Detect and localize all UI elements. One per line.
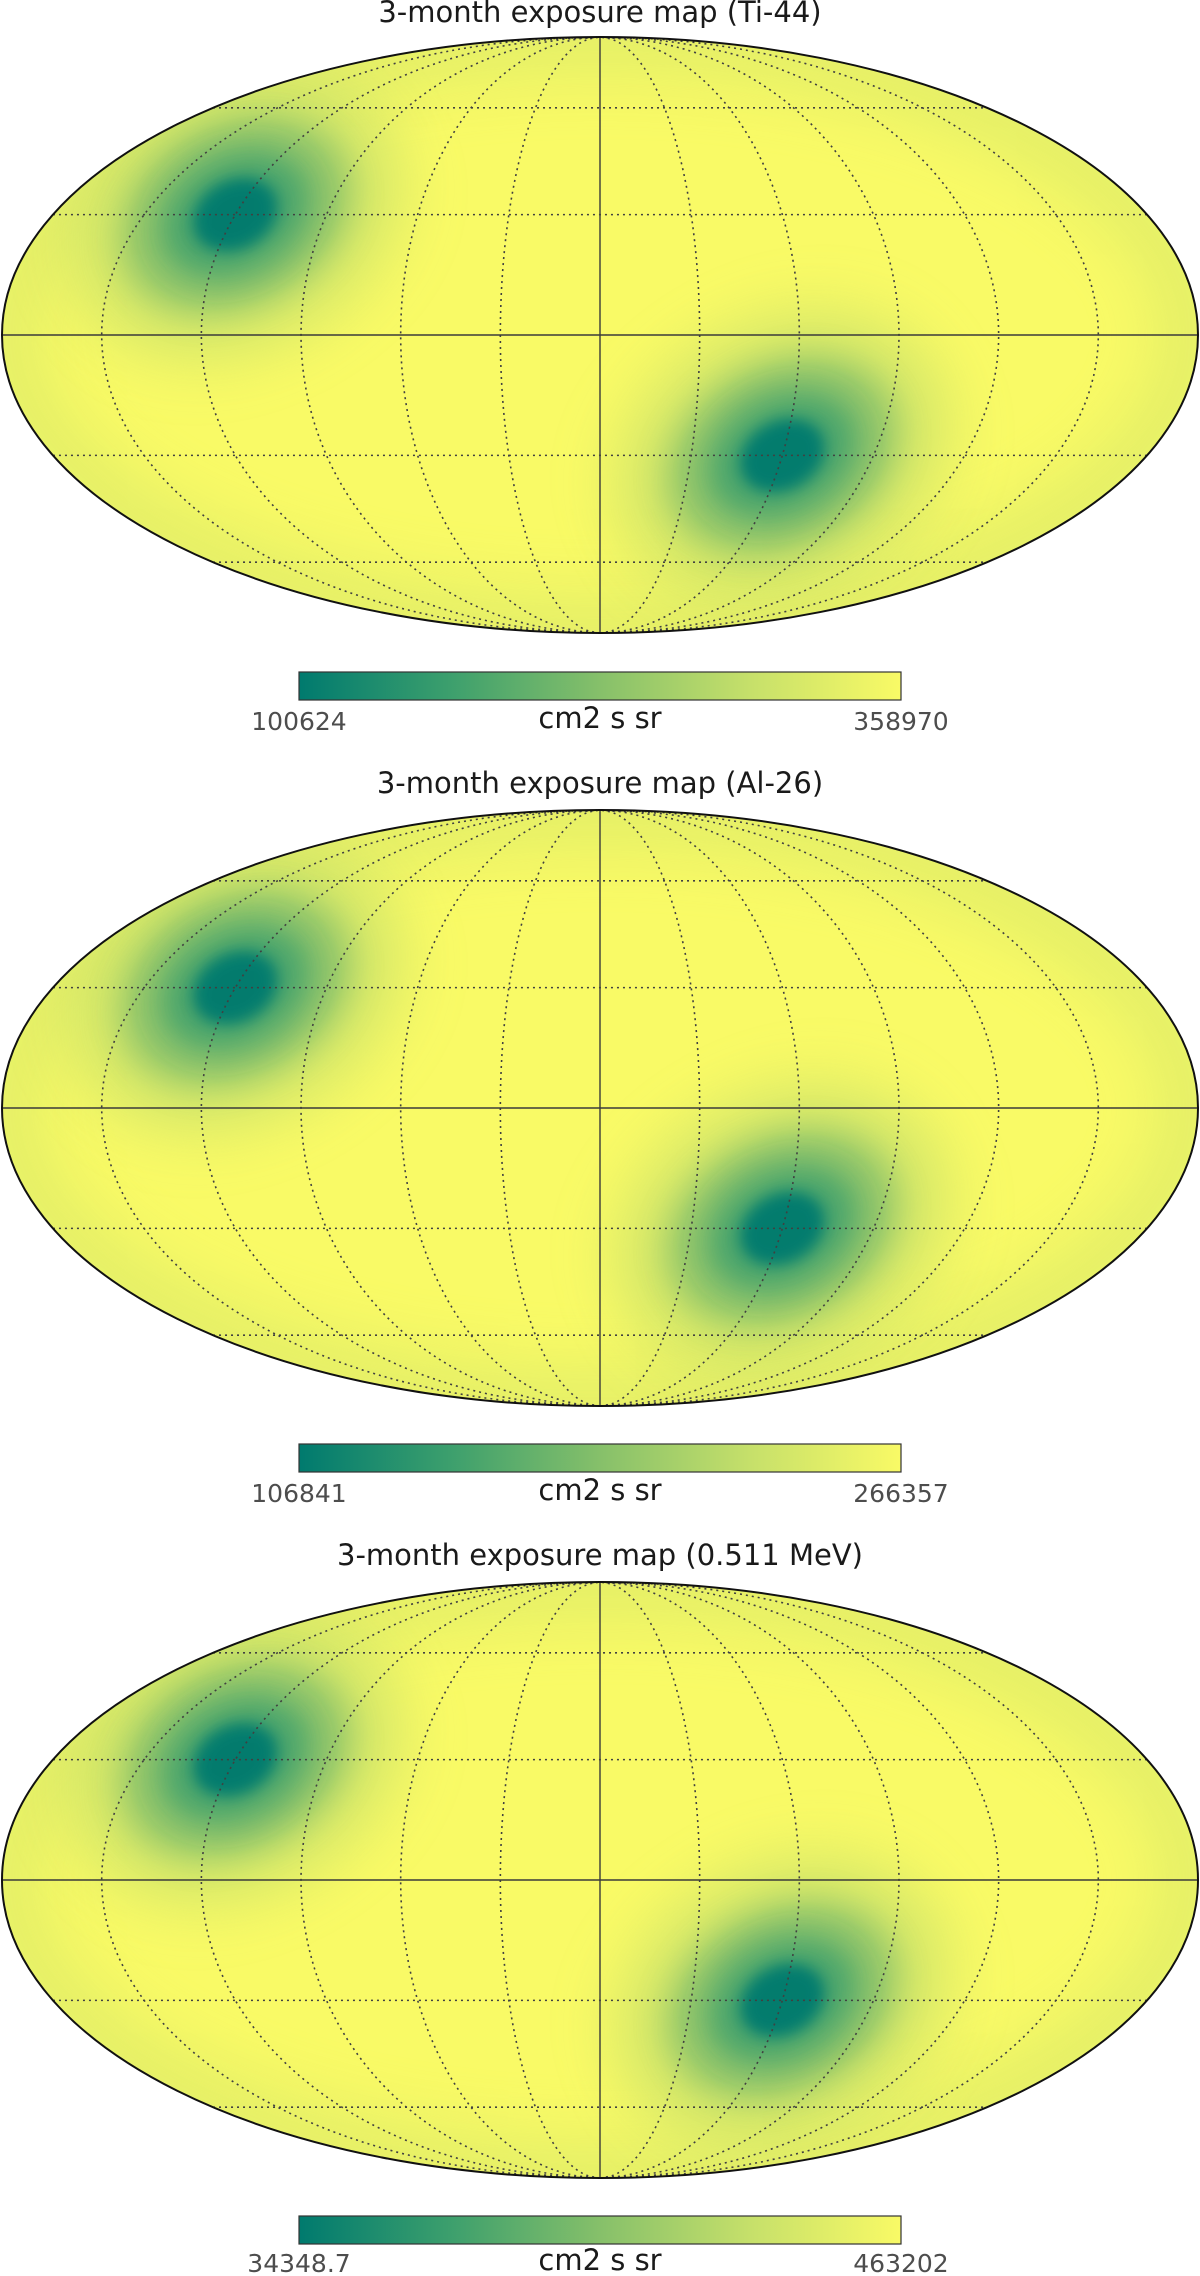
colorbar: 106841 cm2 s sr 266357 — [251, 1443, 949, 1508]
meridian-line — [599, 36, 801, 634]
panel-title: 3-month exposure map (Ti-44) — [378, 0, 821, 29]
colorbar-unit-label: cm2 s sr — [538, 701, 661, 735]
graticule — [2, 1581, 1198, 2179]
panel-0511mev: 3-month exposure map (0.511 MeV) 34348.7… — [1, 1538, 1199, 2276]
map-outline — [1, 36, 1199, 634]
map-group — [1, 36, 1199, 634]
meridian-line — [599, 1581, 1000, 2179]
low-exposure-region — [73, 1619, 398, 1900]
map-outline — [1, 809, 1199, 1407]
panel-title: 3-month exposure map (0.511 MeV) — [337, 1538, 863, 1572]
meridian-line — [200, 809, 601, 1407]
low-exposure-region — [620, 1860, 945, 2141]
colorbar-min-label: 100624 — [251, 707, 346, 736]
meridian-line — [599, 36, 1000, 634]
colorbar-max-label: 463202 — [853, 2249, 948, 2276]
colorbar-max-label: 358970 — [853, 707, 948, 736]
low-exposure-region — [73, 847, 398, 1128]
panel-title: 3-month exposure map (Al-26) — [377, 766, 823, 800]
colorbar: 34348.7 cm2 s sr 463202 — [247, 2215, 949, 2276]
colorbar-max-label: 266357 — [853, 1479, 948, 1508]
meridian-line — [599, 1581, 801, 2179]
map-field — [2, 1582, 1198, 2178]
map-outline — [1, 1581, 1199, 2179]
meridian-line — [599, 809, 801, 1407]
colorbar: 100624 cm2 s sr 358970 — [251, 671, 949, 736]
meridian-line — [399, 809, 601, 1407]
colorbar-gradient — [298, 1443, 902, 1473]
low-exposure-region — [620, 315, 945, 596]
colorbar-gradient — [298, 671, 902, 701]
colorbar-gradient — [298, 2215, 902, 2245]
panel-al26: 3-month exposure map (Al-26) 106841 cm2 … — [1, 766, 1199, 1508]
colorbar-min-label: 34348.7 — [247, 2249, 350, 2276]
panel-ti44: 3-month exposure map (Ti-44) 100624 cm2 … — [1, 0, 1199, 736]
colorbar-min-label: 106841 — [251, 1479, 346, 1508]
colorbar-unit-label: cm2 s sr — [538, 1473, 661, 1507]
map-group — [1, 809, 1199, 1407]
meridian-line — [100, 809, 601, 1407]
graticule — [2, 809, 1198, 1407]
low-exposure-region — [620, 1088, 945, 1369]
map-group — [1, 1581, 1199, 2179]
meridian-line — [200, 1581, 601, 2179]
meridian-line — [200, 36, 601, 634]
meridian-line — [100, 36, 601, 634]
meridian-line — [599, 809, 1000, 1407]
colorbar-unit-label: cm2 s sr — [538, 2243, 661, 2276]
low-exposure-region — [73, 74, 398, 355]
graticule — [2, 36, 1198, 634]
meridian-line — [399, 36, 601, 634]
meridian-line — [399, 1581, 601, 2179]
meridian-line — [100, 1581, 601, 2179]
